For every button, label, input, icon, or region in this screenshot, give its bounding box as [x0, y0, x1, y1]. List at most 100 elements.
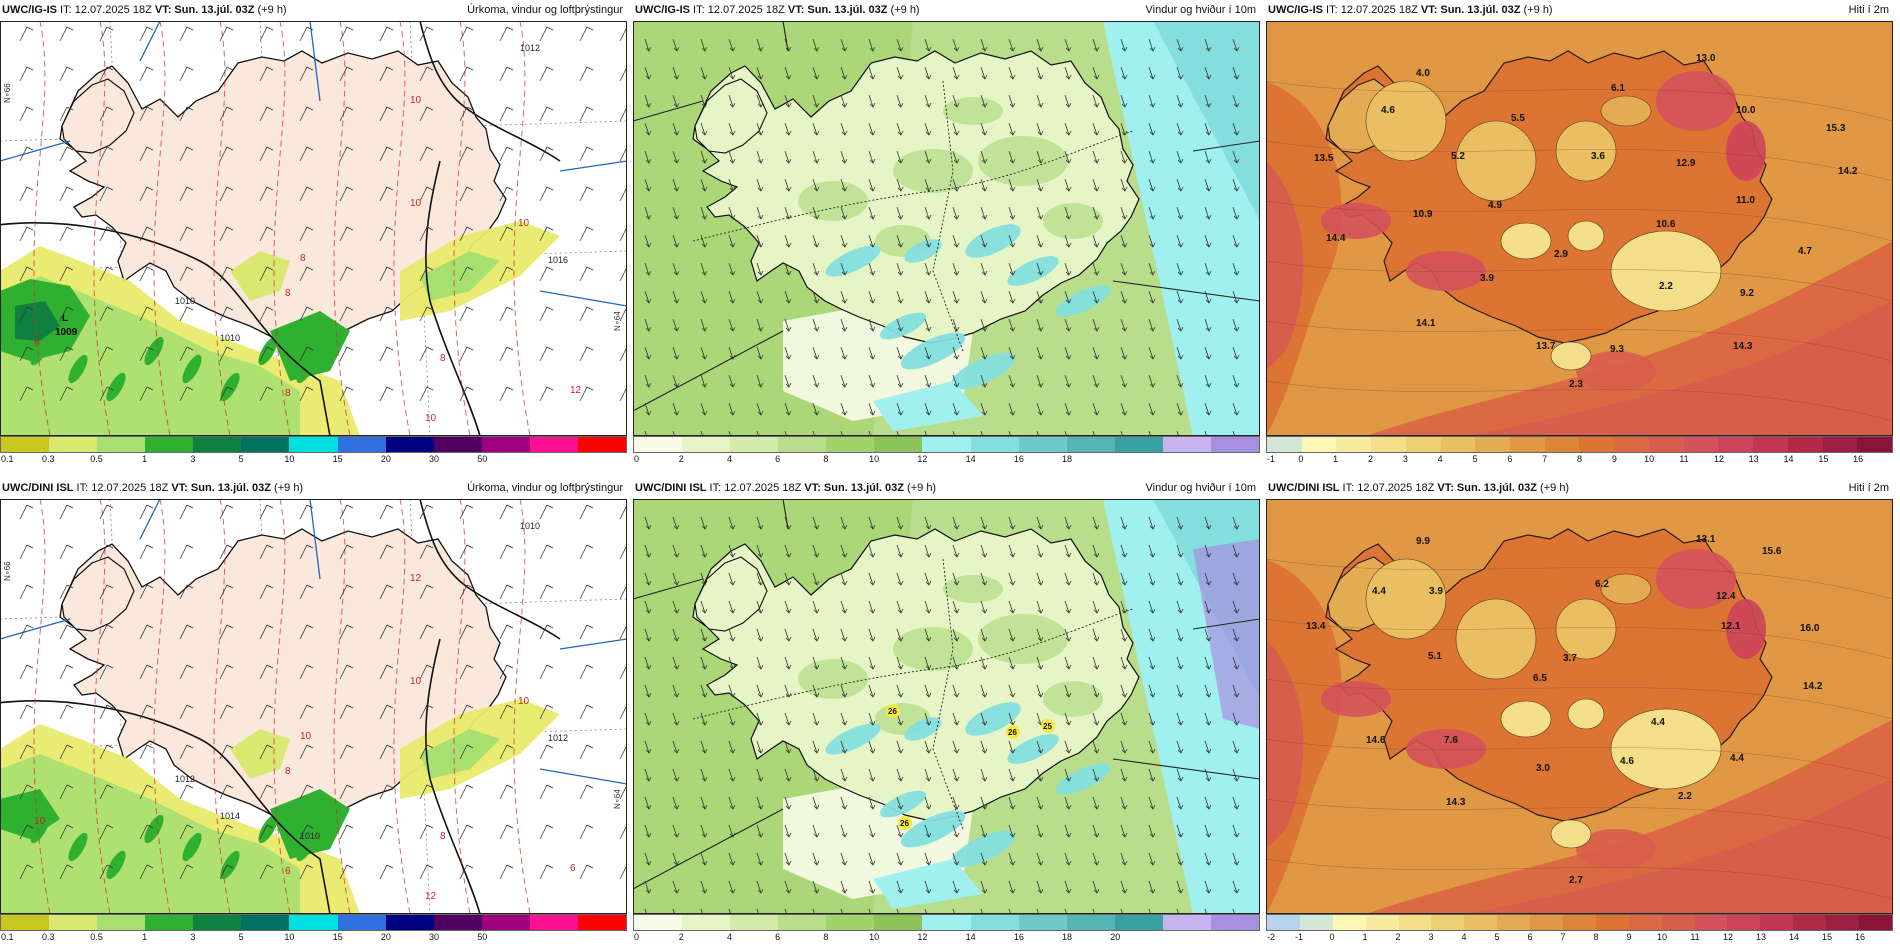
wind-arrow — [896, 290, 902, 304]
colorbar-swatch — [337, 437, 386, 452]
wind-arrowhead — [897, 664, 904, 670]
wind-arrow — [1148, 178, 1154, 192]
wind-arrowhead — [1149, 636, 1156, 642]
wind-arrowhead — [1009, 776, 1016, 782]
wind-barb — [219, 226, 228, 242]
warm-area — [1406, 729, 1486, 769]
wind-barb — [539, 26, 548, 42]
wind-arrowhead — [813, 748, 820, 754]
wind-arrow — [1120, 318, 1126, 332]
wind-arrowhead — [673, 860, 680, 866]
wind-arrowhead — [981, 720, 988, 726]
colorbar-swatch — [97, 437, 146, 452]
colorbar-swatch — [1648, 437, 1684, 452]
wind-barb — [339, 824, 348, 840]
wind-barb — [99, 106, 108, 122]
panel-header: UWC/IG-IS IT: 12.07.2025 18Z VT: Sun. 13… — [1266, 0, 1893, 20]
wind-arrow — [840, 880, 846, 894]
wind-arrow — [1036, 712, 1042, 726]
wind-arrowhead — [953, 46, 960, 52]
wind-arrowhead — [673, 242, 680, 248]
wind-arrowhead — [953, 636, 960, 642]
wind-arrow — [840, 178, 846, 192]
wind-arrowhead — [729, 608, 736, 614]
wind-barb — [506, 664, 514, 669]
wind-arrow — [980, 402, 986, 416]
region-boundary — [932, 558, 964, 830]
wind-barb — [59, 544, 68, 560]
wind-arrowhead — [1121, 382, 1128, 388]
wind-barb — [539, 584, 548, 600]
wind-arrowhead — [1065, 720, 1072, 726]
wind-barb — [146, 664, 154, 669]
wind-arrowhead — [1233, 158, 1240, 164]
wind-arrow — [896, 402, 902, 416]
temperature-label: 7.6 — [1444, 735, 1458, 746]
wind-barb — [139, 784, 148, 800]
colorbar-tick-label: 10 — [1644, 454, 1655, 464]
lead-time: (+9 h) — [1520, 4, 1553, 16]
temp-contour — [333, 21, 351, 436]
wind-arrow — [952, 740, 958, 754]
wind-barb — [299, 66, 308, 82]
wind-barb — [299, 864, 308, 880]
colorbar-tick-label: 20 — [1110, 932, 1121, 942]
wind-arrowhead — [1065, 326, 1072, 332]
temperature-label: 3.6 — [1591, 151, 1605, 162]
wind-barb — [379, 146, 388, 162]
wind-arrow — [1120, 122, 1126, 136]
gust-streak — [965, 224, 1021, 258]
wind-arrowhead — [757, 158, 764, 164]
wind-barb — [346, 584, 354, 589]
wind-arrowhead — [897, 580, 904, 586]
wind-arrow — [1036, 178, 1042, 192]
wind-arrowhead — [841, 748, 848, 754]
colorbar-tick-label: 6 — [775, 932, 781, 942]
wind-arrowhead — [1093, 410, 1100, 416]
wind-patch — [893, 627, 973, 671]
wind-arrow — [644, 796, 650, 810]
wind-arrow — [700, 628, 706, 642]
wind-arrow — [868, 430, 872, 436]
wind-arrow — [1008, 430, 1012, 436]
wind-arrow — [700, 824, 706, 838]
wind-arrow — [1064, 374, 1070, 388]
wind-arrowhead — [1093, 74, 1100, 80]
wind-arrow — [1064, 290, 1070, 304]
wind-arrowhead — [869, 298, 876, 304]
wind-arrow — [672, 880, 678, 894]
wind-arrow — [728, 234, 734, 248]
wind-arrowhead — [645, 46, 652, 52]
colorbar-tick-label: 3 — [190, 932, 196, 942]
wind-arrow — [1008, 712, 1014, 726]
colorbar-tick-label: 9 — [1626, 932, 1632, 942]
colorbar-tick-label: -2 — [1267, 932, 1276, 942]
wind-arrow — [1232, 150, 1238, 164]
wind-arrow — [868, 374, 874, 388]
wind-arrow — [672, 346, 678, 360]
wind-arrowhead — [1233, 214, 1240, 220]
isotherm — [1266, 260, 1893, 302]
wind-barb — [339, 106, 348, 122]
colorbar-swatch — [1162, 437, 1211, 452]
wind-arrowhead — [897, 552, 904, 558]
wind-arrowhead — [673, 186, 680, 192]
wind-barb — [26, 504, 34, 509]
wind-barb — [379, 784, 388, 800]
wind-barb — [226, 266, 234, 271]
wind-barb — [419, 66, 428, 82]
wind-arrowhead — [757, 832, 764, 838]
wind-arrowhead — [1121, 692, 1128, 698]
wind-arrowhead — [785, 270, 792, 276]
wind-barb — [139, 266, 148, 282]
wind-arrowhead — [869, 214, 876, 220]
wind-barb — [146, 26, 154, 31]
wind-arrowhead — [1233, 776, 1240, 782]
panel-igis-precip: UWC/IG-IS IT: 12.07.2025 18Z VT: Sun. 13… — [0, 0, 627, 468]
wind-barb — [146, 66, 154, 71]
wind-arrowhead — [841, 130, 848, 136]
wind-arrow — [924, 402, 930, 416]
temperature-label: 4.4 — [1651, 717, 1665, 728]
wind-arrow — [980, 178, 986, 192]
wind-arrow — [868, 122, 874, 136]
